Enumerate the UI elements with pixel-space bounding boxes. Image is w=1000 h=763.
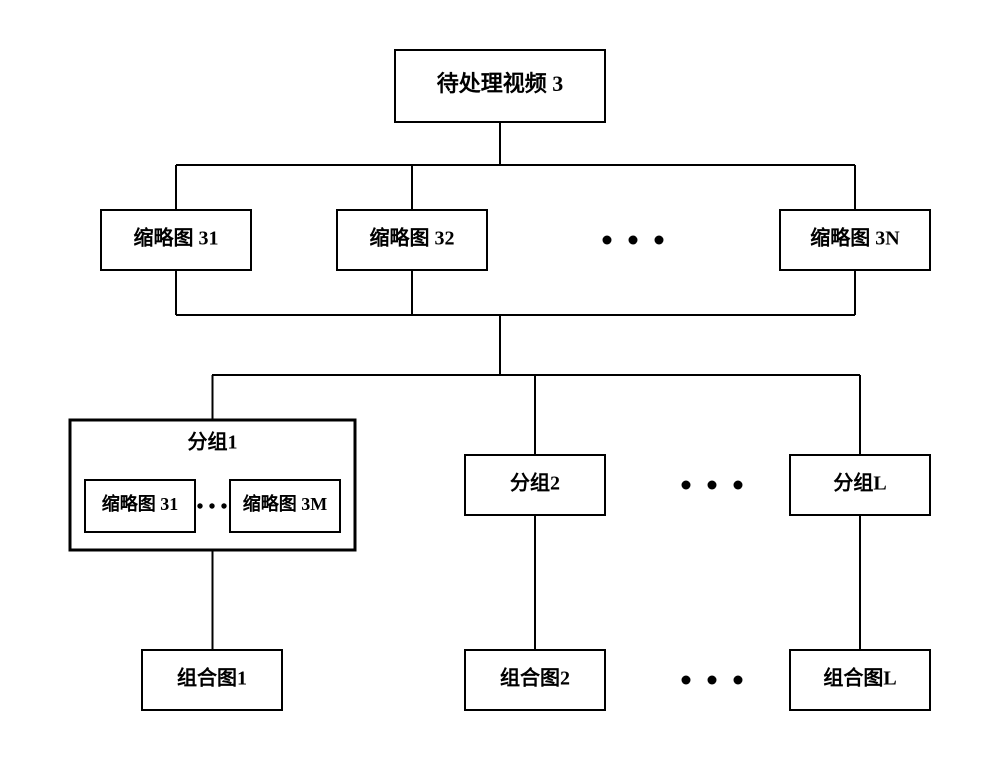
- ellipsis-dots_r3: [708, 481, 717, 490]
- ellipsis-dots_r2: [655, 236, 664, 245]
- ellipsis-dots_r3: [734, 481, 743, 490]
- label-cl: 组合图L: [823, 666, 896, 690]
- label-gl: 分组L: [833, 471, 886, 495]
- ellipsis-dots_r2: [603, 236, 612, 245]
- diagram-canvas: 待处理视频 3 缩略图 31 缩略图 32 缩略图 3N 分组1 缩略图 31 缩略图 3M…: [0, 0, 1000, 763]
- ellipsis-dots_r4: [734, 676, 743, 685]
- label-g2: 分组2: [510, 471, 560, 495]
- label-g1_b: 缩略图 3M: [243, 493, 328, 514]
- label-t3n: 缩略图 3N: [810, 226, 900, 250]
- label-c1: 组合图1: [177, 666, 247, 690]
- label-g1: 分组1: [188, 430, 238, 454]
- ellipsis-g1_dots: [221, 503, 226, 508]
- ellipsis-dots_r3: [682, 481, 691, 490]
- ellipsis-g1_dots: [209, 503, 214, 508]
- label-g1_a: 缩略图 31: [102, 493, 179, 514]
- label-t31: 缩略图 31: [134, 226, 219, 250]
- ellipsis-g1_dots: [197, 503, 202, 508]
- ellipsis-dots_r4: [708, 676, 717, 685]
- label-root: 待处理视频 3: [437, 71, 564, 96]
- ellipsis-dots_r2: [629, 236, 638, 245]
- label-t32: 缩略图 32: [370, 226, 455, 250]
- ellipsis-dots_r4: [682, 676, 691, 685]
- label-c2: 组合图2: [500, 666, 570, 690]
